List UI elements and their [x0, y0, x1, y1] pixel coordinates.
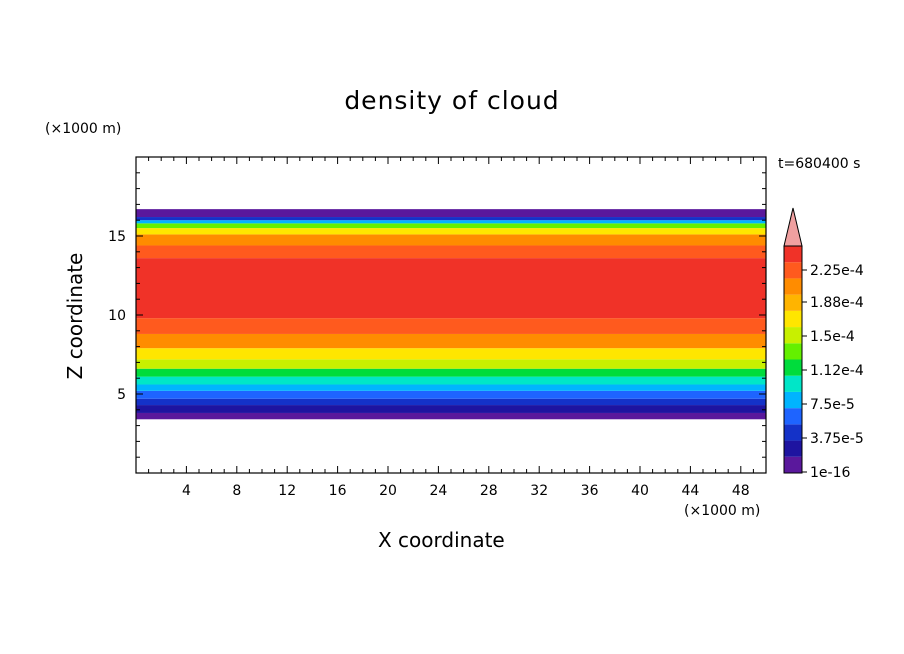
colorbar-label: 2.25e-4 [810, 263, 864, 279]
density-field [136, 209, 766, 420]
chart-title: density of cloud [344, 86, 560, 115]
density-band [136, 217, 766, 221]
colorbar-label: 1.12e-4 [810, 363, 864, 379]
density-band [136, 384, 766, 391]
colorbar-swatch [784, 359, 802, 376]
density-band [136, 228, 766, 235]
x-axis-label: X coordinate [378, 528, 505, 552]
y-axis: 5 10 15 [108, 156, 766, 474]
density-band [136, 398, 766, 406]
x-tick-label: 36 [581, 483, 599, 499]
density-band [136, 209, 766, 218]
density-band [136, 223, 766, 229]
colorbar-swatch [784, 262, 802, 279]
x-tick-label: 4 [182, 483, 191, 499]
colorbar-swatch [784, 440, 802, 457]
x-tick-label: 8 [232, 483, 241, 499]
colorbar-swatch [784, 375, 802, 392]
colorbar-swatch [784, 327, 802, 344]
y-tick-label: 5 [117, 387, 126, 403]
density-band [136, 258, 766, 319]
x-tick-label: 16 [329, 483, 347, 499]
x-tick-label: 12 [278, 483, 296, 499]
colorbar-swatch [784, 391, 802, 409]
y-tick-label: 15 [108, 229, 126, 245]
density-band [136, 220, 766, 224]
y-tick-label: 10 [108, 308, 126, 324]
x-tick-label: 32 [530, 483, 548, 499]
x-axis: 4 8 12 16 20 24 28 32 36 40 44 48 [135, 157, 767, 499]
density-band [136, 368, 766, 377]
density-band [136, 376, 766, 385]
density-band [136, 245, 766, 259]
colorbar-swatch [784, 310, 802, 328]
colorbar-frame [783, 245, 803, 474]
density-band [136, 333, 766, 349]
x-axis-unit: (×1000 m) [684, 503, 761, 519]
colorbar-overflow-triangle [783, 207, 803, 247]
density-band [136, 318, 766, 334]
time-label: t=680400 s [778, 156, 861, 172]
x-tick-label: 40 [631, 483, 649, 499]
colorbar-swatch [784, 343, 802, 360]
colorbar-label: 3.75e-5 [810, 431, 864, 447]
colorbar-swatch [784, 408, 802, 425]
colorbar: 2.25e-4 1.88e-4 1.5e-4 1.12e-4 7.5e-5 3.75e-5… [783, 207, 864, 481]
density-band [136, 405, 766, 413]
colorbar-swatch [784, 278, 802, 295]
colorbar-label: 7.5e-5 [810, 397, 855, 413]
colorbar-swatch [784, 456, 802, 473]
density-band [136, 234, 766, 246]
x-tick-label: 28 [480, 483, 498, 499]
colorbar-label: 1.5e-4 [810, 329, 855, 345]
density-band [136, 390, 766, 399]
colorbar-swatch [784, 424, 802, 441]
colorbar-swatch [784, 246, 802, 263]
density-band [136, 348, 766, 360]
density-band [136, 359, 766, 369]
x-tick-label: 48 [732, 483, 750, 499]
colorbar-label: 1.88e-4 [810, 295, 864, 311]
colorbar-swatch [784, 294, 802, 311]
density-band [136, 412, 766, 420]
x-tick-label: 20 [379, 483, 397, 499]
y-axis-unit: (×1000 m) [45, 121, 122, 137]
x-tick-label: 24 [429, 483, 447, 499]
colorbar-label: 1e-16 [810, 465, 850, 481]
x-tick-label: 44 [681, 483, 699, 499]
